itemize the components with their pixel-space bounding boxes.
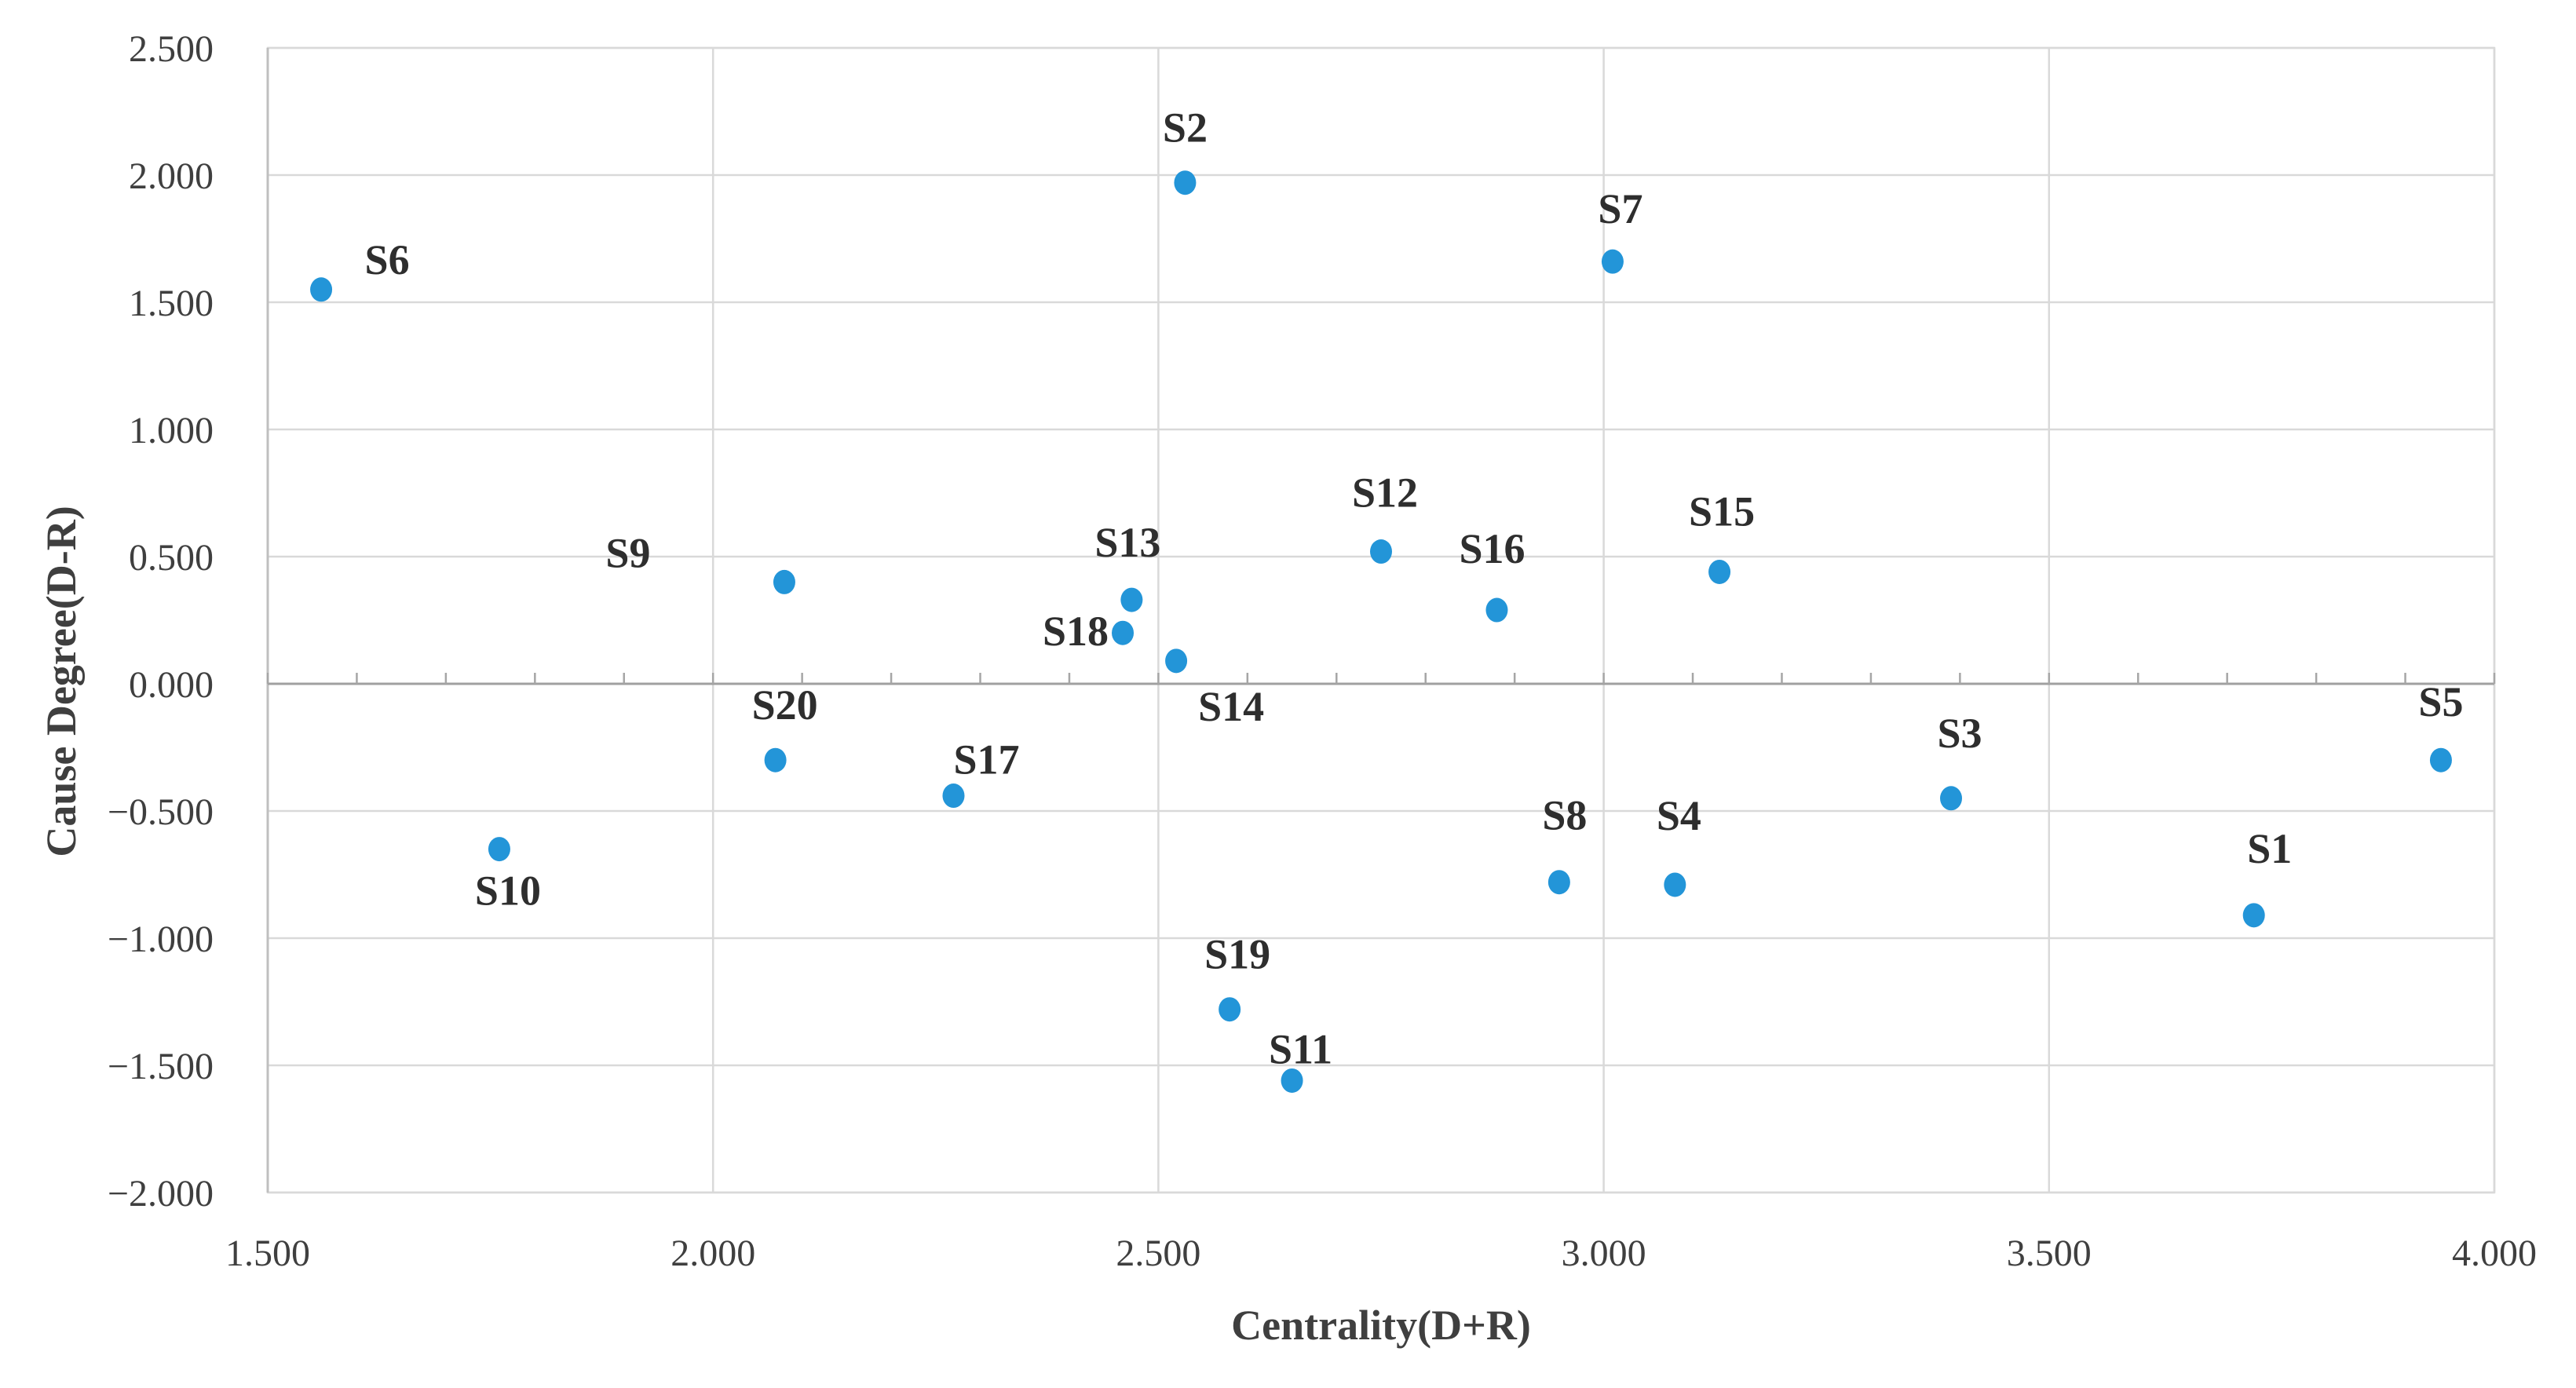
y-tick-label-2.000: 2.000	[129, 155, 214, 197]
y-tick-label-−0.500: −0.500	[108, 791, 214, 833]
y-tick-label-1.500: 1.500	[129, 283, 214, 324]
data-point-S2	[1174, 170, 1197, 195]
data-point-label-S6: S6	[365, 236, 410, 283]
data-point-S19	[1219, 997, 1241, 1022]
data-point-S18	[1112, 620, 1135, 645]
y-tick-label-−1.500: −1.500	[108, 1046, 214, 1087]
data-point-label-S14: S14	[1198, 683, 1264, 730]
y-tick-label-−2.000: −2.000	[108, 1173, 214, 1214]
x-axis-title: Centrality(D+R)	[1231, 1302, 1531, 1349]
data-point-S8	[1547, 870, 1570, 895]
y-tick-label-1.000: 1.000	[129, 410, 214, 451]
y-tick-label-2.500: 2.500	[129, 28, 214, 70]
data-point-S1	[2242, 903, 2265, 928]
data-point-S13	[1120, 587, 1143, 612]
data-points	[310, 170, 2452, 1093]
x-tick-label-1.500: 1.500	[225, 1233, 310, 1274]
data-point-S4	[1664, 872, 1686, 897]
data-point-S20	[764, 747, 787, 773]
data-point-S7	[1601, 249, 1624, 274]
x-tick-label-4.000: 4.000	[2452, 1233, 2537, 1274]
x-tick-label-2.000: 2.000	[670, 1233, 755, 1274]
data-point-S5	[2429, 747, 2452, 773]
x-tick-label-3.000: 3.000	[1562, 1233, 1646, 1274]
data-point-S9	[773, 569, 795, 594]
x-tick-label-3.500: 3.500	[2007, 1233, 2092, 1274]
data-point-S11	[1281, 1068, 1303, 1093]
data-point-label-S8: S8	[1542, 792, 1587, 839]
data-point-label-S9: S9	[605, 529, 650, 576]
data-point-S16	[1485, 597, 1508, 623]
y-axis-title: Cause Degree(D-R)	[38, 506, 85, 857]
data-point-label-S12: S12	[1352, 469, 1418, 517]
data-point-label-S16: S16	[1459, 525, 1525, 572]
data-point-label-S10: S10	[475, 868, 541, 915]
data-point-label-S3: S3	[1937, 710, 1982, 757]
data-point-label-S4: S4	[1657, 792, 1701, 839]
data-point-label-S1: S1	[2247, 825, 2292, 872]
data-point-label-S11: S11	[1269, 1025, 1332, 1072]
data-point-label-S5: S5	[2418, 678, 2463, 725]
data-point-S17	[942, 783, 965, 809]
data-point-label-S2: S2	[1163, 104, 1208, 152]
data-point-label-S20: S20	[752, 681, 818, 729]
y-tick-labels: 2.500 2.000 1.500 1.000 0.500 0.000 −0.500 −1.0…	[108, 28, 214, 1214]
data-point-S15	[1708, 559, 1731, 584]
data-point-S10	[488, 837, 510, 862]
data-point-label-S17: S17	[953, 736, 1019, 783]
y-tick-label-0.500: 0.500	[129, 537, 214, 579]
data-point-label-S18: S18	[1043, 608, 1109, 655]
data-point-S6	[310, 277, 333, 302]
y-tick-label-0.000: 0.000	[129, 664, 214, 706]
data-point-label-S15: S15	[1689, 488, 1755, 535]
y-tick-label-−1.000: −1.000	[108, 919, 214, 960]
data-point-S12	[1370, 539, 1392, 564]
x-tick-label-2.500: 2.500	[1116, 1233, 1200, 1274]
x-tick-labels: 1.500 2.000 2.500 3.000 3.500 4.000	[225, 1233, 2537, 1274]
data-point-label-S7: S7	[1598, 185, 1642, 232]
x-axis-minor-ticks	[266, 673, 2496, 684]
data-point-label-S19: S19	[1204, 931, 1270, 978]
data-point-labels: S1 S2 S3 S4 S5 S6 S7 S8 S9 S10 S11 S12 S13 S14 S15 S16 S…	[365, 104, 2464, 1073]
data-point-S3	[1940, 786, 1963, 811]
data-point-label-S13: S13	[1094, 519, 1160, 566]
data-point-S14	[1165, 648, 1188, 674]
